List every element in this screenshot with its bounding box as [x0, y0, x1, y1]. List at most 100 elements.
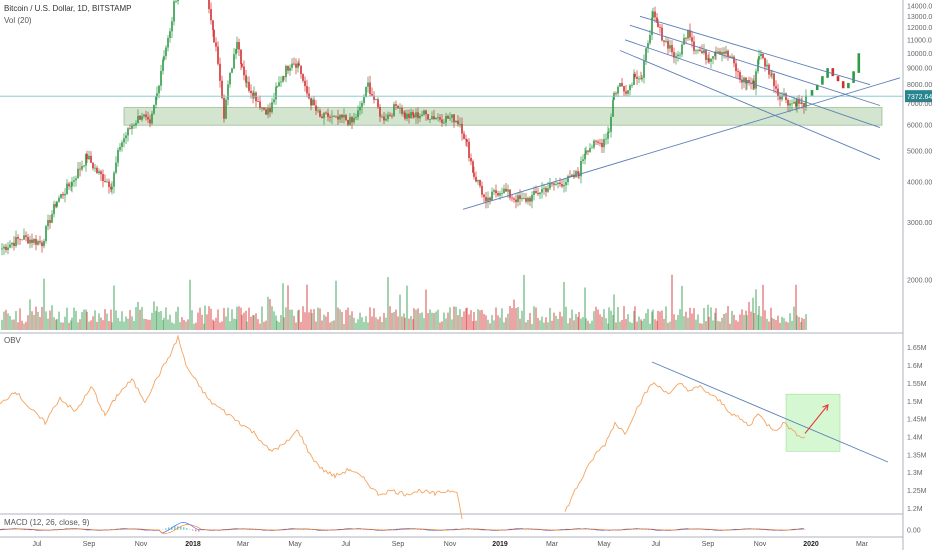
x-axis-label: May [597, 541, 611, 548]
volume-bar [687, 318, 689, 330]
candle-body [231, 68, 233, 72]
volume-bar [601, 317, 603, 330]
candle-body [261, 108, 263, 109]
volume-bar [351, 311, 353, 330]
candle-body [385, 119, 387, 120]
candle-body [71, 182, 73, 186]
volume-bar [236, 307, 238, 330]
candle-body [39, 241, 41, 242]
volume-bar [689, 308, 691, 330]
candle-body [404, 113, 406, 119]
candle-body [695, 51, 697, 52]
candle-body [629, 85, 631, 90]
candle-body [423, 111, 425, 115]
volume-bar [363, 322, 365, 330]
volume-bar [487, 320, 489, 330]
volume-bar [523, 275, 525, 330]
candle-body [165, 47, 167, 56]
candle-body [106, 182, 108, 183]
candle-body [391, 116, 393, 117]
x-axis-label: 2019 [492, 541, 508, 548]
candle-body [365, 87, 367, 97]
candle-body [62, 194, 64, 195]
volume-bar [511, 308, 513, 330]
volume-bar [793, 307, 795, 330]
candle-body [539, 193, 541, 195]
volume-bar [683, 316, 685, 330]
volume-bar [710, 307, 712, 330]
candle-body [293, 64, 295, 65]
candle-body [163, 56, 165, 60]
candle-body [100, 171, 102, 174]
candle-body [90, 156, 92, 163]
volume-bar [760, 316, 762, 330]
candle-body [805, 96, 807, 107]
volume-bar [608, 307, 610, 330]
volume-bar [104, 309, 106, 330]
volume-bar [167, 320, 169, 330]
candle-body [501, 193, 503, 194]
volume-bar [753, 313, 755, 330]
candle-body [691, 37, 693, 41]
volume-bar [77, 322, 79, 330]
candle-body [555, 184, 557, 185]
volume-bar [131, 316, 133, 330]
candle-body [721, 52, 723, 54]
volume-bar [725, 313, 727, 330]
candle-body [433, 116, 435, 119]
volume-bar [735, 320, 737, 330]
volume-bar [81, 312, 83, 330]
volume-bar [347, 308, 349, 330]
candle-body [363, 97, 365, 103]
candle-body [167, 38, 169, 47]
candle-body [117, 150, 119, 163]
candle-body [143, 115, 145, 117]
volume-bar [717, 321, 719, 330]
candle-body [367, 83, 369, 87]
volume-bar [273, 311, 275, 330]
volume-bar [397, 316, 399, 330]
volume-bar [371, 316, 373, 330]
price-axis-label: 11000.00 [907, 37, 932, 44]
candle-body [652, 12, 654, 18]
candle-body [171, 21, 173, 31]
volume-bar [615, 322, 617, 330]
volume-bar [652, 310, 654, 330]
candle-body [339, 115, 341, 120]
candle-body [313, 100, 315, 106]
volume-bar [149, 320, 151, 330]
candle-body [577, 171, 579, 173]
x-axis-label: May [288, 541, 302, 548]
x-axis-label: Nov [444, 541, 457, 548]
macd-histogram-bar [804, 529, 806, 530]
volume-bar [51, 305, 53, 330]
candle-body [441, 120, 443, 124]
volume-bar [775, 320, 777, 330]
obv-axis-label: 1.4M [907, 435, 923, 442]
volume-bar [475, 321, 477, 330]
volume-bar [657, 311, 659, 330]
volume-bar [56, 319, 58, 330]
volume-bar [501, 308, 503, 330]
volume-bar [485, 315, 487, 330]
volume-bar [345, 310, 347, 330]
candle-body [431, 116, 433, 119]
price-axis-label: 2000.00 [907, 277, 932, 284]
candle-body [627, 90, 629, 94]
price-axis-label: 9000.00 [907, 66, 932, 73]
volume-bar [293, 316, 295, 330]
volume-bar [585, 318, 587, 330]
volume-bar [610, 311, 612, 330]
volume-bar [313, 309, 315, 330]
candle-body [699, 50, 701, 51]
candle-body [589, 148, 591, 152]
candle-body [429, 119, 431, 120]
volume-bar [283, 317, 285, 330]
candle-body [575, 171, 577, 177]
volume-bar [285, 307, 287, 330]
candle-body [53, 204, 55, 214]
projection-candle [821, 76, 824, 85]
volume-bar [701, 324, 703, 330]
volume-bar [425, 290, 427, 330]
